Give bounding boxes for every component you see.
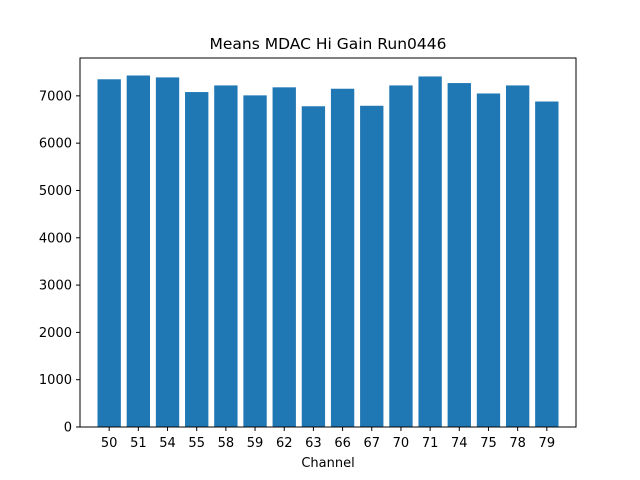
x-tick-label: 71 <box>422 436 439 451</box>
y-tick-label: 1000 <box>39 373 72 388</box>
bar-54 <box>155 77 180 428</box>
bar-55 <box>185 92 209 427</box>
x-tick-label: 67 <box>363 436 380 451</box>
x-tick-label: 50 <box>101 436 118 451</box>
bar-66 <box>330 88 355 427</box>
bar-78 <box>505 85 530 427</box>
bars-group <box>97 75 559 428</box>
bar-71 <box>418 76 442 427</box>
x-tick-label: 62 <box>276 436 293 451</box>
x-tick-label: 59 <box>247 436 264 451</box>
x-tick-label: 51 <box>130 436 147 451</box>
y-tick-label: 2000 <box>39 326 72 341</box>
bar-67 <box>360 105 384 427</box>
bar-74 <box>447 83 471 427</box>
y-tick-label: 3000 <box>39 279 72 294</box>
x-tick-label: 55 <box>188 436 205 451</box>
bar-79 <box>535 101 559 428</box>
y-tick-label: 4000 <box>39 231 72 246</box>
bar-58 <box>214 85 238 427</box>
x-tick-label: 79 <box>539 436 556 451</box>
x-tick-label: 78 <box>509 436 526 451</box>
bar-50 <box>97 79 121 427</box>
x-axis-label: Channel <box>301 456 354 471</box>
y-axis: 0 1000 2000 3000 4000 5000 6000 7000 <box>39 89 80 436</box>
bar-70 <box>389 85 413 427</box>
plot-frame <box>79 57 577 428</box>
y-tick-label: 7000 <box>39 89 72 104</box>
x-tick-label: 58 <box>218 436 235 451</box>
bar-62 <box>272 87 296 427</box>
x-tick-label: 74 <box>451 436 468 451</box>
x-tick-label: 54 <box>159 436 176 451</box>
chart-title: Means MDAC Hi Gain Run0446 <box>210 35 447 53</box>
y-tick-label: 5000 <box>39 184 72 199</box>
x-tick-label: 75 <box>480 436 497 451</box>
y-tick-label: 6000 <box>39 137 72 152</box>
bar-63 <box>301 106 326 427</box>
bar-59 <box>243 95 267 428</box>
x-tick-label: 70 <box>393 436 410 451</box>
bar-51 <box>126 75 151 427</box>
x-tick-label: 66 <box>334 436 351 451</box>
y-tick-label: 0 <box>64 421 72 436</box>
x-tick-label: 63 <box>305 436 322 451</box>
bar-75 <box>476 93 501 427</box>
x-axis: 50 51 54 55 58 59 62 63 66 67 70 71 74 75 78 79 <box>101 427 555 451</box>
